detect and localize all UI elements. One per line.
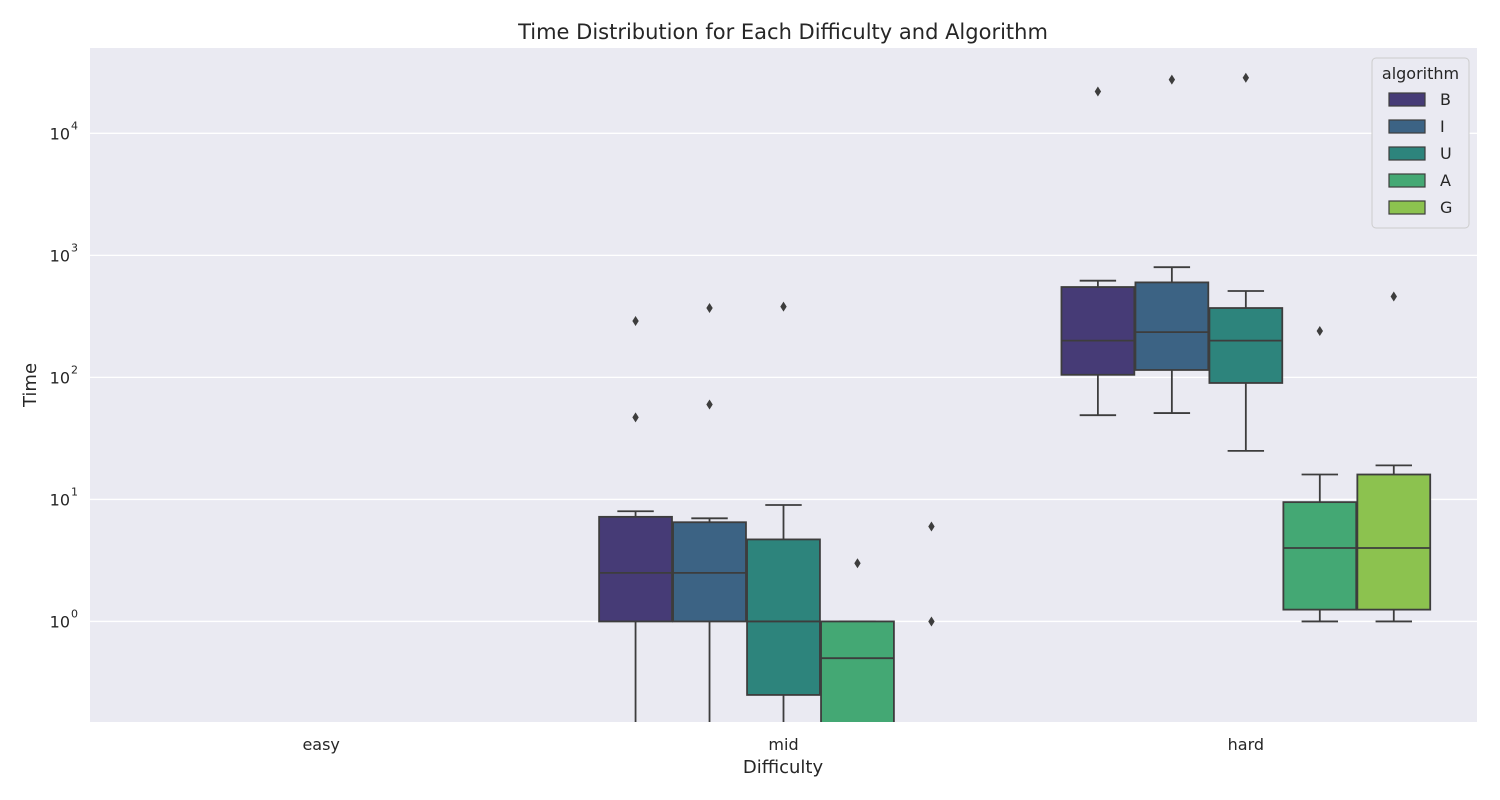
legend-title: algorithm: [1382, 64, 1459, 83]
outlier-point: [854, 558, 861, 569]
y-tick-exponent: 0: [71, 607, 78, 620]
legend-label-I: I: [1440, 117, 1445, 136]
x-tick-label: easy: [302, 735, 339, 754]
outlier-point: [1168, 74, 1176, 85]
y-tick-exponent: 3: [71, 241, 78, 254]
x-tick-label: mid: [768, 735, 798, 754]
box-U-hard: [1208, 72, 1284, 452]
legend-label-U: U: [1440, 144, 1452, 163]
outlier-point: [928, 616, 935, 627]
y-tick-label: 10: [50, 612, 70, 631]
legend-label-B: B: [1440, 90, 1451, 109]
legend-swatch-A: [1388, 173, 1426, 188]
outlier-point: [1390, 291, 1397, 302]
legend-swatch-I: [1388, 119, 1426, 134]
box-I-hard: [1134, 74, 1210, 414]
y-tick-exponent: 2: [71, 363, 78, 376]
y-tick-exponent: 1: [71, 485, 78, 498]
box-G-hard: [1356, 291, 1432, 623]
outlier-point: [928, 521, 935, 532]
x-tick-label: hard: [1228, 735, 1264, 754]
box-A-hard: [1282, 325, 1358, 623]
y-axis-label: Time: [20, 363, 41, 408]
box-I-mid: [672, 303, 747, 722]
outlier-point: [1242, 72, 1250, 83]
box-body: [1060, 286, 1136, 376]
box-body: [1356, 473, 1432, 611]
outlier-point: [632, 315, 639, 326]
box-body: [1208, 307, 1284, 384]
x-axis-label: Difficulty: [743, 757, 824, 778]
legend-label-G: G: [1440, 198, 1452, 217]
box-B-hard: [1060, 86, 1136, 417]
outlier-point: [632, 412, 639, 423]
y-tick-label: 10: [50, 368, 70, 387]
outlier-point: [780, 301, 787, 312]
legend-swatch-B: [1388, 92, 1426, 107]
boxes: [598, 72, 1432, 722]
box-A-mid: [820, 558, 895, 722]
outlier-point: [1316, 325, 1324, 336]
box-body: [672, 521, 747, 623]
box-U-mid: [746, 301, 821, 722]
chart-title: Time Distribution for Each Difficulty an…: [517, 20, 1048, 44]
outlier-point: [1094, 86, 1102, 97]
legend-label-A: A: [1440, 171, 1451, 190]
outlier-point: [706, 303, 713, 314]
box-body: [598, 515, 673, 623]
box-G-mid: [928, 521, 935, 627]
box-body: [1282, 501, 1358, 611]
outlier-point: [706, 399, 713, 410]
y-tick-label: 10: [50, 246, 70, 265]
x-tick-labels: easy mid hard: [302, 735, 1264, 754]
legend-swatch-G: [1388, 200, 1426, 215]
box-body: [1134, 281, 1210, 371]
y-tick-exponent: 4: [71, 119, 78, 132]
legend-swatch-U: [1388, 146, 1426, 161]
box-B-mid: [598, 315, 673, 722]
y-tick-label: 10: [50, 124, 70, 143]
box-body: [746, 538, 821, 696]
box-body: [820, 620, 895, 722]
y-tick-label: 10: [50, 490, 70, 509]
